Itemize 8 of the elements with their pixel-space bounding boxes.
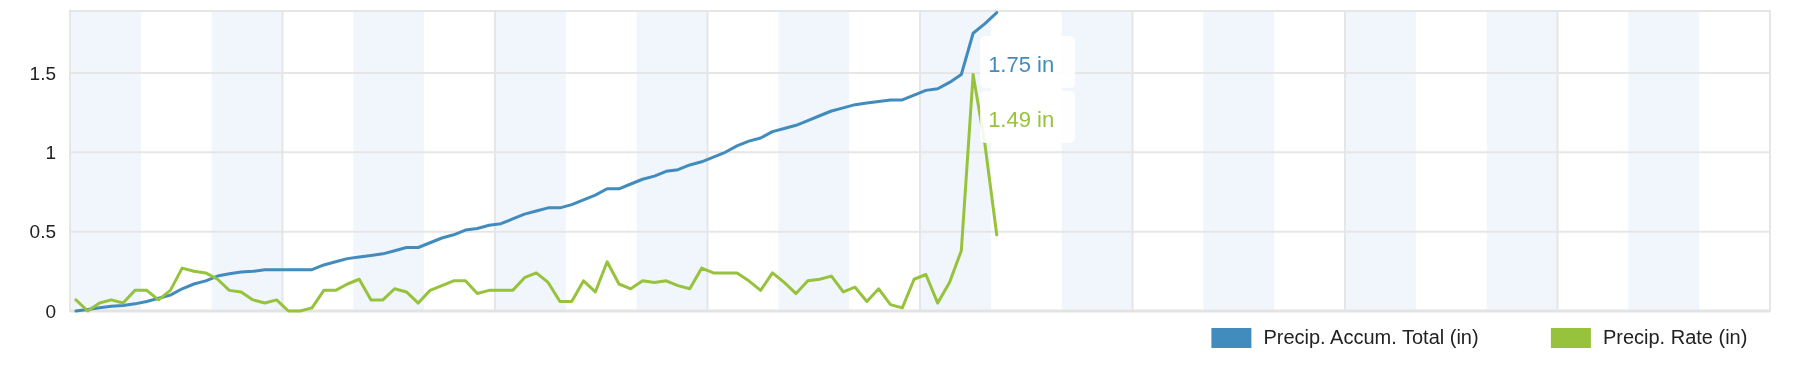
annotation: 1.49 in [988, 107, 1055, 132]
legend-label: Precip. Rate (in) [1602, 326, 1748, 348]
y-tick-label: 0.5 [29, 221, 56, 243]
y-tick-label: 1 [45, 141, 56, 163]
y-tick-label: 0 [45, 300, 56, 322]
y-tick-label: 1.5 [29, 62, 56, 84]
legend-label: Precip. Accum. Total (in) [1263, 326, 1479, 348]
annotation: 1.75 in [988, 52, 1055, 77]
